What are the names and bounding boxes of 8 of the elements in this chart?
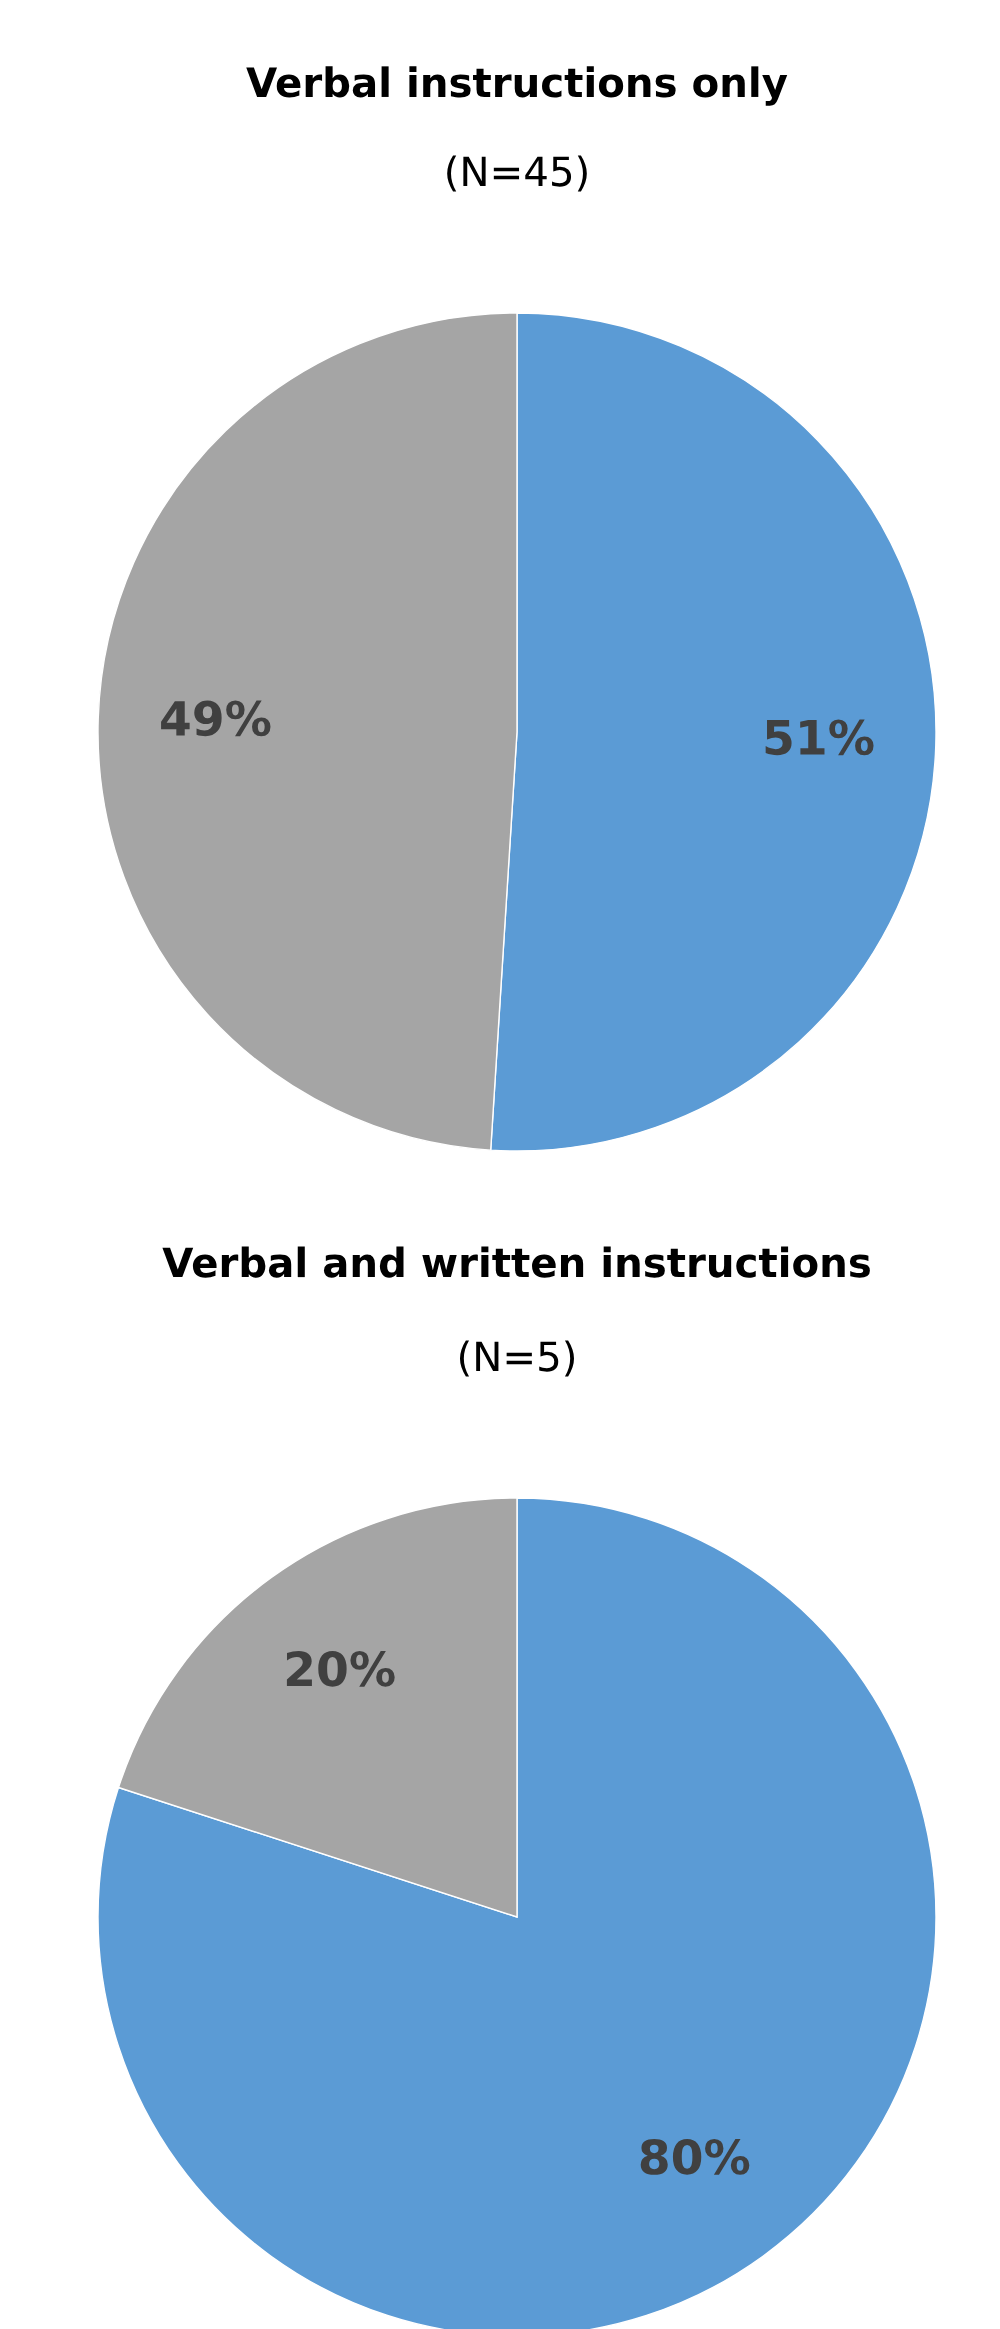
chart-subtitle: (N=45)	[447, 155, 587, 192]
data-label: 80%	[640, 2139, 750, 2175]
data-label: 20%	[286, 1650, 395, 1687]
chart-subtitle: (N=5)	[459, 1340, 574, 1377]
chart-title: Verbal instructions only	[246, 66, 788, 106]
data-label: 51%	[765, 719, 874, 756]
chart-title: Verbal and written instructions	[162, 1246, 870, 1278]
data-label: 49%	[161, 700, 271, 737]
